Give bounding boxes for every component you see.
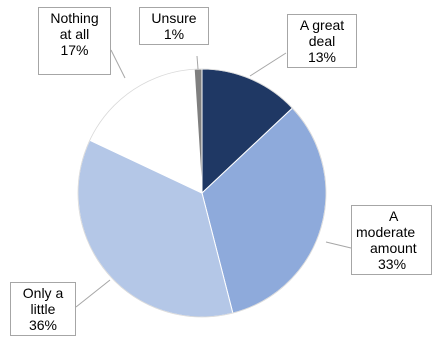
callout-a-great-deal: A great deal 13%	[287, 14, 357, 68]
callout-label-line: amount	[370, 240, 417, 256]
callout-label-line: moderate	[356, 224, 416, 240]
callout-value: 36%	[28, 317, 58, 333]
leader-line-only-a-little	[75, 279, 111, 308]
callout-label-line: Only a	[22, 285, 64, 301]
callout-value: 1%	[163, 26, 185, 42]
callout-nothing-at-all: Nothing at all 17%	[38, 7, 111, 75]
callout-value: 17%	[60, 42, 89, 58]
callout-label-line: Unsure	[151, 10, 197, 26]
leader-line-a-great-deal	[249, 52, 287, 77]
callout-label-line: Nothing	[50, 10, 99, 26]
callout-value: 13%	[307, 49, 337, 65]
callout-unsure: Unsure 1%	[139, 7, 209, 45]
callout-label-line: little	[30, 301, 56, 317]
callout-label-line: A	[389, 208, 399, 224]
leader-line-a-moderate-amount	[325, 241, 352, 249]
callout-value: 33%	[378, 256, 407, 272]
callout-label-line: deal	[308, 33, 336, 49]
leader-line-nothing-at-all	[110, 49, 126, 79]
callout-only-a-little: Only a little 36%	[10, 282, 76, 336]
leader-line-unsure	[196, 55, 199, 70]
callout-a-moderate-amount: A moderate amount 33%	[351, 205, 432, 275]
callout-label-line: A great	[299, 17, 345, 33]
pie-outline	[77, 68, 327, 318]
callout-label-line: at all	[59, 26, 90, 42]
